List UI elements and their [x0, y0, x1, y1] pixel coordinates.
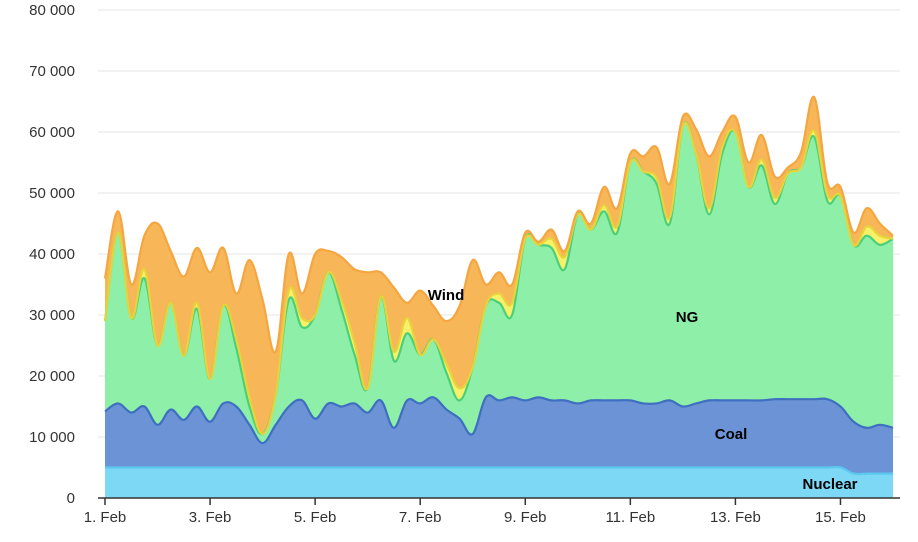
line-coal — [104, 394, 894, 445]
x-tick-label: 9. Feb — [504, 509, 547, 526]
area-label-ng: NG — [676, 309, 699, 326]
x-tick-label: 3. Feb — [189, 509, 232, 526]
series-lines — [103, 96, 894, 476]
x-tick-label: 1. Feb — [84, 509, 127, 526]
x-tick-label: 15. Feb — [815, 509, 866, 526]
y-axis-tick-labels: 0 10 000 20 000 30 000 40 000 50 000 60 000 70 … — [29, 2, 75, 507]
x-tick-label: 5. Feb — [294, 509, 337, 526]
area-labels: Wind NG Coal Nuclear — [428, 287, 858, 493]
series-areas — [105, 96, 893, 498]
x-tick-label: 7. Feb — [399, 509, 442, 526]
y-tick-label: 80 000 — [29, 2, 75, 19]
y-tick-label: 20 000 — [29, 368, 75, 385]
y-tick-label: 60 000 — [29, 124, 75, 141]
line-nuclear — [105, 465, 893, 476]
y-tick-label: 70 000 — [29, 63, 75, 80]
x-tick-label: 13. Feb — [710, 509, 761, 526]
y-tick-label: 0 — [67, 490, 75, 507]
area-ng — [105, 122, 893, 444]
x-tick-label: 11. Feb — [605, 509, 655, 526]
x-axis-ticks: 1. Feb 3. Feb 5. Feb 7. Feb 9. Feb 11. Feb 13.… — [84, 498, 866, 526]
area-coal — [105, 395, 893, 475]
y-tick-label: 50 000 — [29, 185, 75, 202]
y-tick-label: 40 000 — [29, 246, 75, 263]
line-wind — [103, 96, 894, 354]
area-label-nuclear: Nuclear — [802, 476, 857, 493]
line-ng — [103, 121, 894, 436]
line-solar — [103, 122, 894, 436]
area-nuclear — [105, 467, 893, 498]
area-label-wind: Wind — [428, 287, 465, 304]
area-label-coal: Coal — [715, 426, 748, 443]
y-tick-label: 10 000 — [29, 429, 75, 446]
y-tick-label: 30 000 — [29, 307, 75, 324]
